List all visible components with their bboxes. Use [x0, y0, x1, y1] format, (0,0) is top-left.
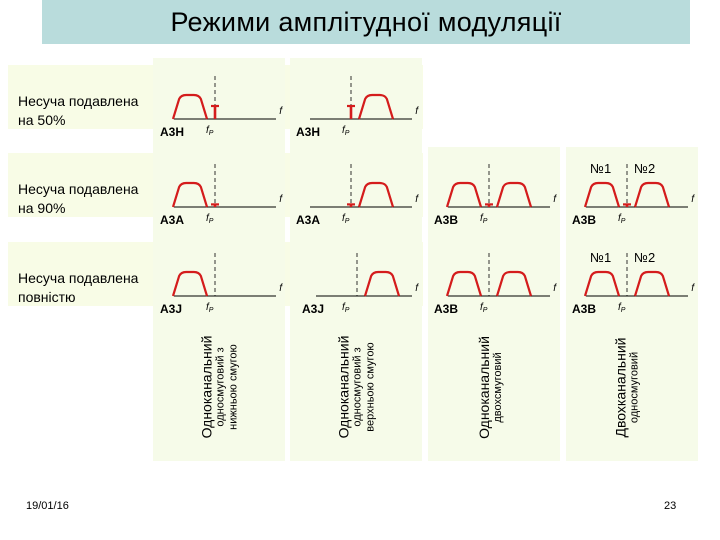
- spectrum-panel-a3j-lower: A3J fP f: [160, 253, 282, 323]
- frequency-axis-label: f: [691, 283, 694, 294]
- carrier-frequency-label: fP: [342, 213, 350, 225]
- column-caption-line1: Одноканальний: [335, 335, 351, 439]
- column-caption-line1: Одноканальний: [475, 335, 492, 439]
- carrier-frequency-label: fP: [618, 302, 626, 314]
- column-caption-double-sideband: Одноканальний двохсмуговий: [426, 312, 554, 462]
- lower-sideband-curve: [583, 181, 621, 208]
- spectrum-panel-a3h-lower: A3H fP f: [160, 76, 282, 146]
- spectrum-plot: [310, 164, 412, 208]
- channel-1-label: №1: [590, 250, 612, 265]
- channel-2-label: №2: [634, 161, 656, 176]
- column-caption-two-channel: Двохканальний односмуговий: [563, 312, 691, 462]
- spectrum-plot: [171, 76, 276, 120]
- mode-label: A3J: [160, 302, 183, 316]
- column-caption-line2: двохсмуговий: [491, 351, 504, 423]
- frequency-axis-label: f: [415, 106, 418, 117]
- mode-label: A3H: [296, 125, 321, 139]
- spectrum-plot: [171, 253, 276, 297]
- lower-sideband-curve: [171, 181, 209, 208]
- mode-label: A3H: [160, 125, 185, 139]
- carrier-frequency-label: fP: [618, 213, 626, 225]
- mode-label: A3J: [302, 302, 325, 316]
- column-caption-line1: Одноканальний: [198, 335, 214, 439]
- upper-sideband-curve: [363, 270, 401, 297]
- spectrum-panel-a3h-upper: A3H fP f: [296, 76, 418, 146]
- frequency-axis-label: f: [553, 194, 556, 205]
- row-label-50: Несуча подавлена на 50%: [18, 93, 139, 128]
- mode-label: A3B: [572, 213, 597, 227]
- mode-label: A3B: [434, 213, 459, 227]
- column-band-lower-sideband: [153, 58, 285, 461]
- column-band-upper-sideband: [290, 58, 422, 461]
- frequency-axis-label: f: [415, 283, 418, 294]
- mode-label: A3A: [296, 213, 321, 227]
- frequency-axis-label: f: [415, 194, 418, 205]
- upper-sideband-curve: [495, 181, 533, 208]
- carrier-frequency-label: fP: [480, 302, 488, 314]
- mode-label: A3B: [434, 302, 459, 316]
- frequency-axis-label: f: [279, 283, 282, 294]
- row-label-full: Несуча подавлена повністю: [18, 270, 139, 305]
- spectrum-plot: [583, 164, 688, 208]
- upper-sideband-curve: [357, 181, 395, 208]
- carrier-frequency-label: fP: [342, 125, 350, 137]
- spectrum-plot: [316, 253, 412, 297]
- carrier-frequency-label: fP: [480, 213, 488, 225]
- spectrum-panel-a3b-two-channel-full: №1 №2 A3B fP f: [572, 250, 694, 323]
- column-caption-line1: Двохканальний: [612, 337, 629, 437]
- frequency-axis-label: f: [553, 283, 556, 294]
- spectrum-panel-a3b-two-channel: №1 №2 A3B fP f: [572, 161, 694, 234]
- row-label-90: Несуча подавлена на 90%: [18, 181, 139, 216]
- carrier-frequency-label: fP: [206, 125, 214, 137]
- lower-sideband-curve: [171, 270, 209, 297]
- column-caption-line2: односмуговий з нижньою смугою: [214, 344, 239, 430]
- frequency-axis-label: f: [279, 106, 282, 117]
- spectrum-panel-a3b-double-full: A3B fP f: [434, 253, 556, 323]
- page-number: 23: [664, 500, 677, 512]
- mode-label: A3B: [572, 302, 597, 316]
- column-caption-line2: односмуговий: [628, 351, 641, 423]
- spectrum-panel-a3a-upper: A3A fP f: [296, 164, 418, 234]
- column-caption-line2: односмуговий з верхньою смугою: [351, 342, 376, 432]
- slide-title: Режими амплітудної модуляції: [42, 0, 690, 44]
- carrier-frequency-label: fP: [342, 302, 350, 314]
- channel-1-label: №1: [590, 161, 612, 176]
- channel-2-label: №2: [634, 250, 656, 265]
- lower-sideband-curve: [445, 270, 483, 297]
- upper-sideband-curve: [633, 270, 671, 297]
- upper-sideband-curve: [357, 93, 395, 120]
- lower-sideband-curve: [583, 270, 621, 297]
- spectrum-plot: [171, 164, 276, 208]
- spectrum-plot: [445, 253, 550, 297]
- column-caption-upper-sideband: Одноканальний односмуговий з верхньою см…: [292, 312, 420, 462]
- spectrum-plot: [445, 164, 550, 208]
- carrier-frequency-label: fP: [206, 213, 214, 225]
- column-caption-lower-sideband: Одноканальний односмуговий з нижньою сму…: [155, 312, 283, 462]
- lower-sideband-curve: [445, 181, 483, 208]
- lower-sideband-curve: [171, 93, 209, 120]
- upper-sideband-curve: [633, 181, 671, 208]
- spectrum-panel-a3b-double: A3B fP f: [434, 164, 556, 234]
- spectrum-panel-a3a-lower: A3A fP f: [160, 164, 282, 234]
- footer-date: 19/01/16: [26, 500, 69, 512]
- carrier-frequency-label: fP: [206, 302, 214, 314]
- frequency-axis-label: f: [691, 194, 694, 205]
- spectrum-panel-a3j-upper: A3J fP f: [302, 253, 418, 323]
- spectrum-plot: [583, 253, 688, 297]
- spectrum-plot: [310, 76, 412, 120]
- mode-label: A3A: [160, 213, 185, 227]
- frequency-axis-label: f: [279, 194, 282, 205]
- upper-sideband-curve: [495, 270, 533, 297]
